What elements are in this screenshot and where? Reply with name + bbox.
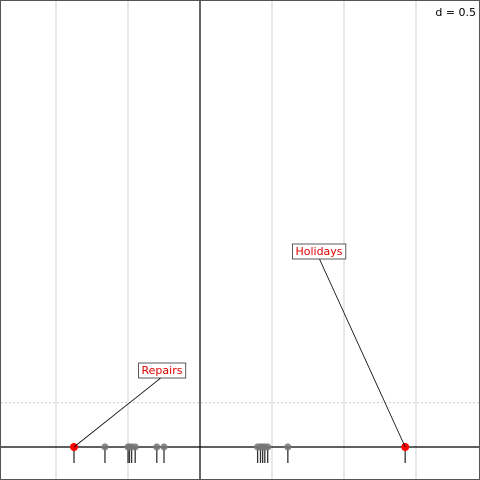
grid-layer — [55, 1, 417, 479]
label-leader-line — [318, 257, 406, 448]
point-label-text: Holidays — [295, 245, 342, 258]
point-label-box — [292, 243, 347, 260]
data-point — [153, 443, 161, 451]
point-label: Holidays — [292, 243, 406, 448]
label-leader-line — [73, 376, 163, 448]
data-point — [101, 443, 109, 451]
bandwidth-annotation: d = 0.5 — [435, 6, 476, 19]
point-label-box — [138, 362, 187, 379]
data-point — [284, 443, 292, 451]
label-layer: Repairs Holidays — [73, 243, 406, 448]
point-label: Repairs — [73, 362, 187, 448]
point-label-text: Repairs — [142, 364, 183, 377]
data-point — [264, 443, 272, 451]
spike-layer — [73, 447, 406, 463]
data-point — [131, 443, 139, 451]
data-point — [160, 443, 168, 451]
